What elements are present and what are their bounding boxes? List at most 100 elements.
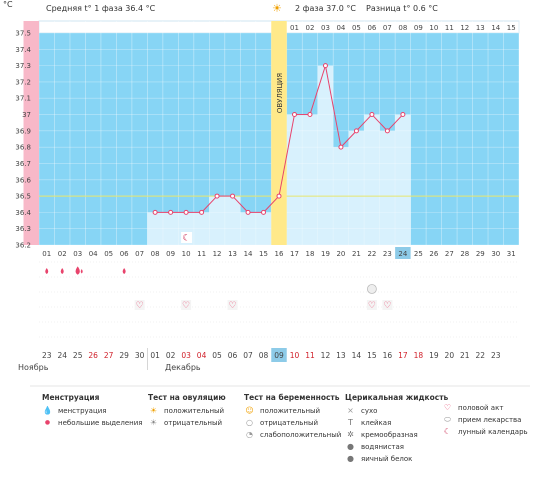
temperature-fill-column bbox=[364, 114, 380, 246]
calendar-date: 02 bbox=[166, 351, 176, 360]
y-tick-label: 36.2 bbox=[15, 242, 31, 250]
menstruation-drop bbox=[80, 269, 83, 274]
calendar-date: 09 bbox=[274, 351, 284, 360]
temperature-fill-column bbox=[302, 114, 318, 246]
phase2-day-label: 09 bbox=[414, 24, 423, 32]
temperature-line-segment bbox=[263, 195, 280, 213]
y-tick-label: 37.1 bbox=[15, 95, 31, 103]
temperature-line-segment bbox=[232, 195, 249, 213]
sun-icon: ☀ bbox=[272, 2, 282, 15]
temperature-fill-column bbox=[240, 212, 256, 245]
x-tick-label: 13 bbox=[228, 250, 237, 258]
phase2-value: 37.0 °C bbox=[326, 4, 357, 13]
temperature-line-segment bbox=[340, 130, 357, 148]
phase2-day-label: 14 bbox=[491, 24, 500, 32]
y-tick-label: 36.8 bbox=[15, 144, 31, 152]
calendar-date: 23 bbox=[42, 351, 52, 360]
x-tick-label: 19 bbox=[321, 250, 330, 258]
temperature-point bbox=[261, 209, 267, 215]
temperature-point bbox=[245, 209, 251, 215]
calendar-date: 13 bbox=[336, 351, 346, 360]
calendar-date: 23 bbox=[491, 351, 501, 360]
temperature-line-segment bbox=[356, 114, 373, 132]
x-tick-label: 24 bbox=[398, 250, 407, 258]
temperature-fill-column bbox=[209, 196, 225, 245]
temperature-point bbox=[276, 193, 282, 199]
temperature-point bbox=[353, 128, 359, 134]
menstruation-drop bbox=[45, 268, 49, 274]
calendar-date: 30 bbox=[135, 351, 145, 360]
calendar-date: 15 bbox=[367, 351, 377, 360]
x-tick-label: 11 bbox=[197, 250, 206, 258]
temperature-line-segment bbox=[371, 114, 388, 132]
heart-cell bbox=[134, 300, 145, 310]
phase2-day-label: 12 bbox=[460, 24, 469, 32]
water-drop-icon: ● bbox=[347, 442, 354, 451]
heart-icon: ♡ bbox=[182, 301, 190, 311]
temperature-point bbox=[214, 193, 220, 199]
heart-cell bbox=[181, 300, 192, 310]
temperature-line-segment bbox=[201, 195, 218, 213]
y-tick-label: 36.6 bbox=[15, 176, 31, 184]
legend-title: Тест на овуляцию bbox=[148, 393, 226, 402]
circle-icon: ○ bbox=[246, 418, 253, 427]
phase2-day-label: 01 bbox=[290, 24, 299, 32]
calendar-date: 18 bbox=[414, 351, 424, 360]
phase2-day-label: 05 bbox=[352, 24, 361, 32]
phase2-average: 2 фаза 37.0 °C bbox=[295, 4, 356, 13]
y-tick-label: 36.7 bbox=[15, 160, 31, 168]
phase1-average: Средняя t° 1 фаза 36.4 °C bbox=[46, 4, 155, 13]
month-november: Ноябрь bbox=[18, 363, 49, 372]
phase2-label: 2 фаза bbox=[295, 4, 324, 13]
x-tick-label: 25 bbox=[414, 250, 423, 258]
legend-pregnancy-test: Тест на беременность ☺ положительный ○ отр… bbox=[244, 393, 342, 439]
x-tick-label: 03 bbox=[73, 250, 82, 258]
x-tick-label: 02 bbox=[58, 250, 67, 258]
legend-ovulation-test: Тест на овуляцию ☀ положительный ☀ отрицат… bbox=[148, 393, 226, 427]
x-tick-label: 04 bbox=[89, 250, 98, 258]
calendar-date: 06 bbox=[228, 351, 238, 360]
heart-icon: ♡ bbox=[136, 301, 144, 311]
phase2-day-label: 15 bbox=[507, 24, 516, 32]
cream-icon: ✲ bbox=[347, 430, 354, 439]
calendar-date: 14 bbox=[352, 351, 362, 360]
calendar-date: 10 bbox=[290, 351, 300, 360]
y-tick-label: 37.4 bbox=[15, 46, 31, 54]
calendar-date: 03 bbox=[181, 351, 191, 360]
calendar-date: 29 bbox=[119, 351, 129, 360]
temperature-point bbox=[152, 209, 158, 215]
heart-cell bbox=[366, 300, 377, 310]
calendar-date: 26 bbox=[88, 351, 98, 360]
temperature-fill-column bbox=[348, 130, 365, 245]
diff-value: 0.6 °C bbox=[412, 4, 438, 13]
x-tick-label: 20 bbox=[336, 250, 345, 258]
temperature-fill-column bbox=[317, 65, 334, 245]
x-tick-label: 23 bbox=[383, 250, 392, 258]
phase2-day-label: 08 bbox=[398, 24, 407, 32]
temperature-line-segment bbox=[278, 114, 295, 197]
x-tick-label: 26 bbox=[429, 250, 438, 258]
temperature-fill-column bbox=[193, 212, 210, 245]
legend-title: Церикальная жидкость bbox=[345, 393, 449, 402]
x-tick-label: 21 bbox=[352, 250, 361, 258]
x-tick-label: 31 bbox=[507, 250, 516, 258]
y-tick-label: 37.5 bbox=[15, 30, 31, 38]
cervical-fluid-icon bbox=[367, 284, 377, 294]
temperature-fill-column bbox=[162, 212, 179, 245]
menstruation-drop bbox=[60, 268, 64, 274]
y-tick-label: 36.3 bbox=[15, 225, 31, 233]
temperature-point bbox=[230, 193, 236, 199]
x-tick-label: 07 bbox=[135, 250, 144, 258]
period-column bbox=[23, 21, 39, 245]
calendar-date: 04 bbox=[197, 351, 207, 360]
y-unit-label: °C bbox=[3, 0, 13, 9]
legend-title: Менструация bbox=[42, 393, 100, 402]
menstruation-drop bbox=[75, 266, 80, 275]
x-tick-label: 15 bbox=[259, 250, 268, 258]
temperature-fill-column bbox=[255, 212, 272, 245]
x-tick-label: 29 bbox=[476, 250, 485, 258]
y-tick-label: 37.3 bbox=[15, 62, 31, 70]
temperature-line-segment bbox=[309, 65, 326, 115]
temperature-difference: Разница t° 0.6 °C bbox=[366, 4, 438, 13]
